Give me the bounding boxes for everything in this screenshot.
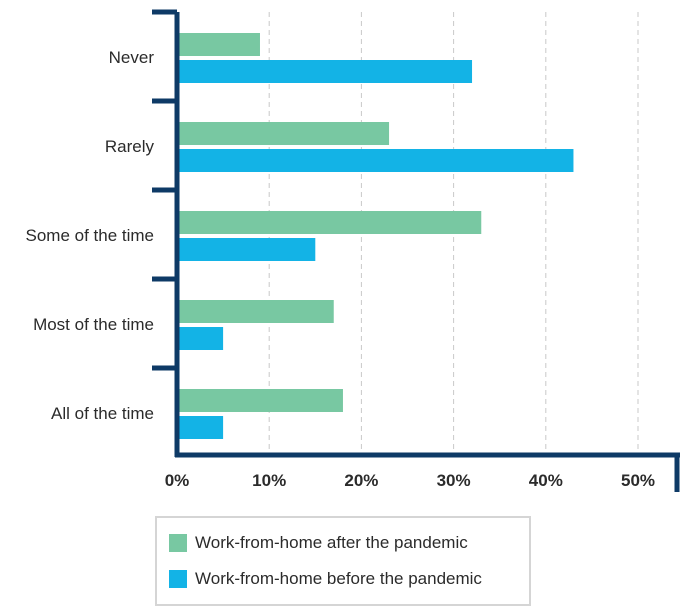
bar-before-4 <box>177 416 224 439</box>
legend-item-after: Work-from-home after the pandemic <box>169 533 468 553</box>
x-tick-label-5: 50% <box>621 471 655 490</box>
category-label-2: Some of the time <box>25 226 154 245</box>
legend: Work-from-home after the pandemic Work-f… <box>155 516 531 606</box>
bar-before-3 <box>177 327 224 350</box>
category-label-3: Most of the time <box>33 315 154 334</box>
x-tick-label-2: 20% <box>344 471 378 490</box>
bar-after-0 <box>177 33 260 56</box>
bar-after-4 <box>177 389 343 412</box>
x-tick-label-4: 40% <box>529 471 563 490</box>
bar-before-0 <box>177 60 473 83</box>
bar-after-1 <box>177 122 390 145</box>
bar-after-3 <box>177 300 334 323</box>
bar-before-1 <box>177 149 574 172</box>
x-tick-label-3: 30% <box>437 471 471 490</box>
legend-label-before: Work-from-home before the pandemic <box>195 569 482 588</box>
category-label-0: Never <box>109 48 155 67</box>
legend-swatch-after <box>169 534 187 552</box>
x-tick-label-1: 10% <box>252 471 286 490</box>
x-tick-label-0: 0% <box>165 471 190 490</box>
category-label-4: All of the time <box>51 404 154 423</box>
bar-after-2 <box>177 211 482 234</box>
legend-label-after: Work-from-home after the pandemic <box>195 533 468 552</box>
bar-before-2 <box>177 238 316 261</box>
legend-swatch-before <box>169 570 187 588</box>
legend-item-before: Work-from-home before the pandemic <box>169 569 482 589</box>
category-label-1: Rarely <box>105 137 155 156</box>
